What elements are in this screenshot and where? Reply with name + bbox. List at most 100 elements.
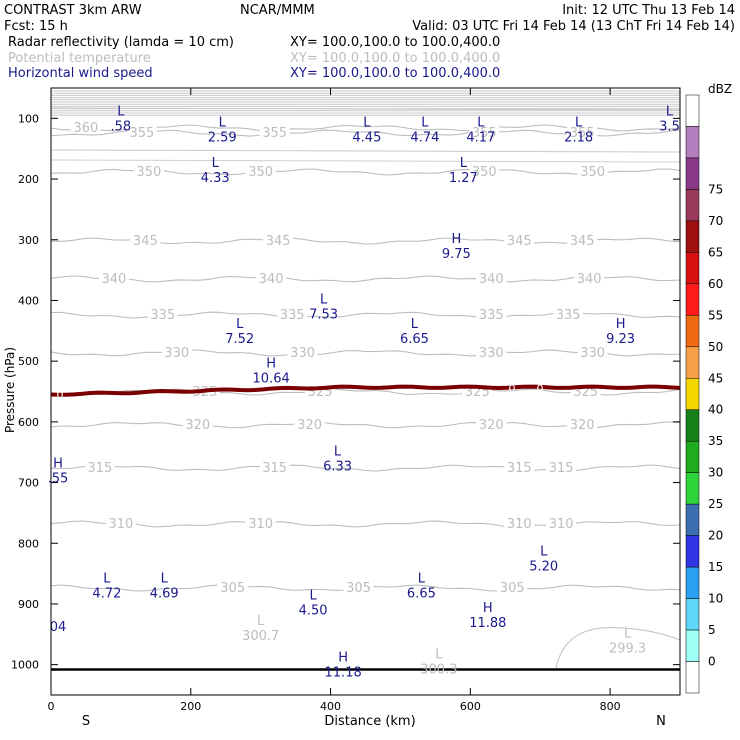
theta-label: 320 bbox=[570, 418, 595, 433]
extremum-value-label: 4.69 bbox=[150, 587, 179, 602]
theta-label-bg bbox=[277, 307, 308, 320]
colorbar-level-label: 50 bbox=[708, 340, 723, 354]
theta-label: 345 bbox=[570, 234, 595, 249]
extremum-value-label: 3.5 bbox=[659, 119, 680, 134]
theta-label: 330 bbox=[164, 346, 189, 361]
theta-label-bg bbox=[577, 164, 608, 177]
colorbar-swatch bbox=[685, 157, 700, 190]
field-reflectivity: Radar reflectivity (lamda = 10 cm) bbox=[8, 35, 234, 50]
field-wind: Horizontal wind speed bbox=[8, 66, 153, 81]
field-wind-xy: XY= 100.0,100.0 to 100.0,400.0 bbox=[290, 66, 500, 81]
extremum-value-label: 4.50 bbox=[299, 604, 328, 619]
colorbar-level-label: 20 bbox=[708, 529, 723, 543]
colorbar-level-label: 10 bbox=[708, 592, 723, 606]
extremum-type-label: H bbox=[266, 356, 276, 371]
colorbar-level-label: 30 bbox=[708, 466, 723, 480]
theta-label: 335 bbox=[479, 308, 504, 323]
y-axis-label: Pressure (hPa) bbox=[3, 347, 17, 433]
theta-label-bg bbox=[546, 460, 577, 473]
x-tick-label: 600 bbox=[460, 700, 481, 713]
extremum-type-label: L bbox=[161, 572, 169, 587]
theta-label-bg bbox=[133, 164, 164, 177]
y-tick-label: 600 bbox=[18, 416, 39, 429]
forecast-hour: Fcst: 15 h bbox=[4, 19, 68, 34]
plot-border bbox=[50, 87, 681, 696]
x-tick-label: 200 bbox=[180, 700, 201, 713]
x-right-end-label: N bbox=[656, 714, 666, 729]
x-axis-label: Distance (km) bbox=[324, 714, 415, 729]
colorbar-swatch bbox=[685, 535, 700, 568]
theta-label: 340 bbox=[577, 272, 602, 287]
theta-label: 355 bbox=[472, 126, 497, 141]
theta-label-bg bbox=[504, 516, 535, 529]
extremum-value-label: 4.74 bbox=[410, 130, 439, 145]
colorbar-level-label: 5 bbox=[708, 623, 716, 637]
extremum-value-label: 4.33 bbox=[201, 171, 230, 186]
colorbar-swatch bbox=[685, 378, 700, 410]
init-time: Init: 12 UTC Thu 13 Feb 14 bbox=[562, 3, 735, 18]
wind-extrema: L2.59L4.45L4.74L4.17L2.18L4.33L1.27H9.75… bbox=[48, 104, 680, 680]
colorbar-swatch bbox=[685, 189, 700, 222]
theta-label: 345 bbox=[133, 234, 158, 249]
theta-label: 305 bbox=[346, 581, 371, 596]
theta-label-bg bbox=[469, 164, 500, 177]
theta-contour-labels: 360 355 355 355 355 350 350 350 350 345 345 345 345 3… bbox=[70, 120, 608, 596]
theta-label-bg bbox=[161, 345, 192, 358]
extremum-type-label: L bbox=[219, 115, 227, 130]
theta-label: 340 bbox=[101, 272, 126, 287]
extremum-value-label: 11.88 bbox=[469, 616, 506, 631]
model-name: CONTRAST 3km ARW bbox=[4, 3, 142, 18]
extremum-type-label: L bbox=[411, 317, 419, 332]
theta-label-bg bbox=[343, 580, 374, 593]
x-tick-label: 800 bbox=[600, 700, 621, 713]
theta-label-bg bbox=[567, 233, 598, 246]
extremum-value-label: 4.17 bbox=[466, 130, 495, 145]
theta-label: 340 bbox=[259, 272, 284, 287]
extremum-type-label: L bbox=[421, 115, 429, 130]
extremum-value-label: 9.23 bbox=[606, 332, 635, 347]
extremum-value-label: 04 bbox=[50, 620, 67, 635]
theta-label: 330 bbox=[580, 346, 605, 361]
extremum-value-label: 7.52 bbox=[225, 332, 254, 347]
theta-label: 340 bbox=[479, 272, 504, 287]
y-tick-label: 900 bbox=[18, 598, 39, 611]
theta-label: 360 bbox=[74, 121, 99, 136]
theta-label-bg bbox=[476, 271, 507, 284]
theta-label-bg bbox=[504, 233, 535, 246]
colorbar-swatch bbox=[685, 94, 700, 127]
extremum-type-label: L bbox=[418, 572, 426, 587]
extremum-type-label: L bbox=[117, 104, 125, 119]
theta-label: 350 bbox=[580, 165, 605, 180]
x-tick-label: 0 bbox=[48, 700, 55, 713]
theta-label-bg bbox=[245, 164, 276, 177]
theta-label: 350 bbox=[136, 165, 161, 180]
theta-label: 310 bbox=[108, 517, 133, 532]
field-reflectivity-xy: XY= 100.0,100.0 to 100.0,400.0 bbox=[290, 35, 500, 50]
theta-label-bg bbox=[469, 125, 500, 138]
extremum-type-label: L bbox=[309, 589, 317, 604]
theta-label-bg bbox=[476, 417, 507, 430]
extremum-type-label: L bbox=[236, 317, 244, 332]
extremum-value-label: 6.65 bbox=[400, 332, 429, 347]
colorbar-swatch bbox=[685, 472, 700, 505]
colorbar-swatch bbox=[685, 409, 700, 442]
theta-label-bg bbox=[546, 516, 577, 529]
theta-label-bg bbox=[105, 516, 136, 529]
extremum-type-label: L bbox=[212, 156, 220, 171]
theta-label-bg bbox=[574, 271, 605, 284]
y-tick-label: 700 bbox=[18, 477, 39, 490]
extremum-type-label: L bbox=[257, 614, 265, 629]
valid-time: Valid: 03 UTC Fri 14 Feb 14 (13 ChT Fri … bbox=[412, 19, 735, 34]
reflectivity-contour-label: 0 bbox=[57, 389, 64, 402]
theta-label: 350 bbox=[472, 165, 497, 180]
extremum-value-label: 11.18 bbox=[325, 666, 362, 681]
colorbar-swatch bbox=[685, 661, 700, 694]
colorbar-level-label: 15 bbox=[708, 560, 723, 574]
theta-label: 320 bbox=[479, 418, 504, 433]
extremum-value-label: 9.75 bbox=[442, 247, 471, 262]
theta-label-bg bbox=[256, 271, 287, 284]
extremum-type-label: L bbox=[103, 572, 111, 587]
extremum-type-label: L bbox=[460, 156, 468, 171]
theta-label: 335 bbox=[150, 308, 175, 323]
colorbar-level-label: 55 bbox=[708, 308, 723, 322]
